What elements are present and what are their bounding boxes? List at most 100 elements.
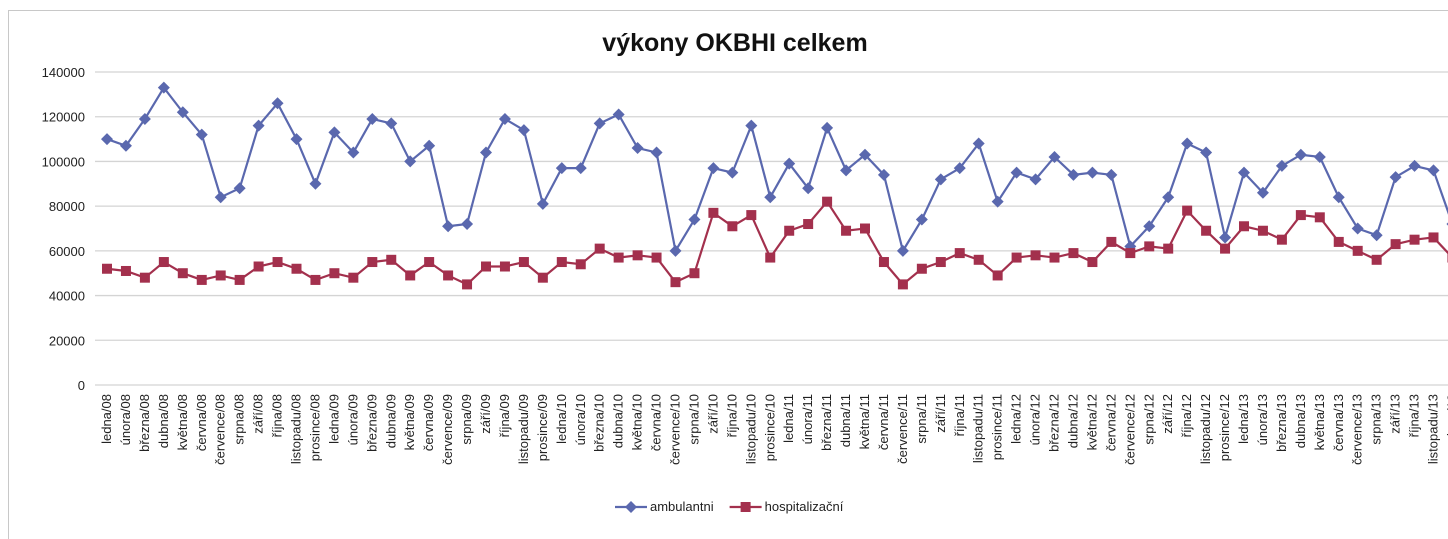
legend-label: hospitalizační — [765, 499, 844, 514]
marker — [424, 257, 435, 268]
marker — [138, 112, 151, 125]
x-tick-label: března/10 — [592, 394, 607, 452]
marker — [1068, 248, 1079, 259]
marker — [1371, 254, 1382, 265]
marker — [859, 148, 871, 161]
x-tick-label: března/12 — [1047, 394, 1062, 452]
x-tick-label: května/12 — [1084, 394, 1099, 450]
marker — [480, 146, 492, 159]
x-tick-label: srpna/11 — [914, 394, 929, 444]
marker — [1143, 220, 1156, 233]
marker — [1256, 186, 1269, 199]
marker — [650, 146, 663, 159]
marker — [555, 162, 568, 175]
x-tick-label: ledna/09 — [326, 394, 341, 444]
x-tick-label: listopadu/13 — [1426, 394, 1441, 464]
marker — [625, 501, 637, 513]
marker — [1275, 159, 1288, 172]
x-tick-label: listopadu/08 — [289, 394, 304, 464]
x-tick-label: října/11 — [952, 394, 967, 436]
marker — [1408, 159, 1421, 172]
marker — [802, 182, 815, 195]
x-tick-label: září/09 — [478, 394, 493, 434]
x-tick-label: prosince/10 — [762, 394, 777, 461]
marker — [517, 124, 530, 137]
marker — [593, 117, 606, 130]
marker — [1428, 232, 1439, 243]
x-tick-label: dubna/11 — [838, 394, 853, 447]
marker — [234, 274, 245, 285]
marker — [1294, 148, 1307, 161]
marker — [707, 162, 720, 175]
marker — [877, 168, 890, 181]
x-tick-label: srpna/08 — [232, 394, 247, 445]
marker — [102, 263, 112, 274]
x-tick-label: října/08 — [270, 394, 285, 437]
x-tick-label: září/11 — [933, 394, 948, 433]
marker — [631, 142, 644, 155]
marker — [613, 252, 624, 263]
x-tick-label: června/10 — [649, 394, 664, 451]
marker — [252, 119, 265, 132]
x-tick-label: března/09 — [364, 394, 379, 452]
legend: ambulantni hospitalizační — [615, 499, 844, 514]
marker — [253, 261, 264, 272]
marker — [347, 146, 360, 159]
marker — [442, 220, 455, 233]
marker — [291, 263, 302, 274]
x-tick-label: srpna/10 — [686, 394, 701, 445]
marker — [1409, 234, 1420, 245]
x-tick-label: dubna/08 — [156, 394, 171, 448]
marker — [328, 126, 341, 139]
marker — [1427, 164, 1440, 177]
marker — [536, 197, 549, 210]
marker — [1162, 191, 1175, 204]
marker — [1011, 252, 1022, 263]
x-tick-label: října/10 — [724, 394, 739, 437]
marker — [158, 257, 169, 268]
marker — [1239, 221, 1249, 232]
marker — [119, 139, 132, 152]
marker — [1181, 137, 1194, 150]
marker — [310, 274, 321, 285]
marker — [366, 112, 379, 125]
marker — [1087, 257, 1098, 268]
marker — [176, 106, 189, 119]
marker — [309, 177, 322, 190]
marker — [329, 268, 340, 279]
marker — [670, 277, 681, 288]
x-tick-label: dubna/10 — [611, 394, 626, 448]
x-tick-label: února/13 — [1255, 394, 1270, 445]
x-tick-label: července/13 — [1350, 394, 1365, 465]
marker — [669, 244, 682, 257]
marker — [991, 195, 1004, 208]
x-tick-label: února/11 — [800, 394, 815, 444]
y-tick-label: 20000 — [49, 333, 85, 348]
y-tick-label: 80000 — [49, 199, 85, 214]
marker — [1295, 210, 1306, 221]
x-tick-label: května/09 — [402, 394, 417, 450]
marker — [727, 221, 738, 232]
marker — [498, 112, 511, 125]
marker — [821, 121, 834, 134]
x-tick-label: srpna/13 — [1369, 394, 1384, 445]
x-tick-label: října/09 — [497, 394, 512, 437]
x-tick-label: září/12 — [1160, 394, 1175, 434]
x-tick-label: srpna/12 — [1141, 394, 1156, 445]
marker — [575, 259, 586, 270]
marker — [290, 133, 303, 146]
marker — [1238, 166, 1250, 179]
marker — [651, 252, 662, 263]
y-tick-label: 0 — [78, 378, 85, 393]
marker — [1067, 168, 1080, 181]
x-tick-label: ledna/11 — [781, 394, 796, 443]
x-tick-label: května/10 — [630, 394, 645, 450]
marker — [1010, 166, 1023, 179]
x-tick-label: listopadu/09 — [516, 394, 531, 464]
marker — [405, 270, 416, 281]
marker — [1163, 243, 1174, 254]
x-tick-label: září/13 — [1388, 394, 1403, 434]
x-tick-label: února/08 — [118, 394, 133, 445]
x-tick-label: října/12 — [1179, 394, 1194, 437]
x-tick-label: července/08 — [213, 394, 228, 465]
